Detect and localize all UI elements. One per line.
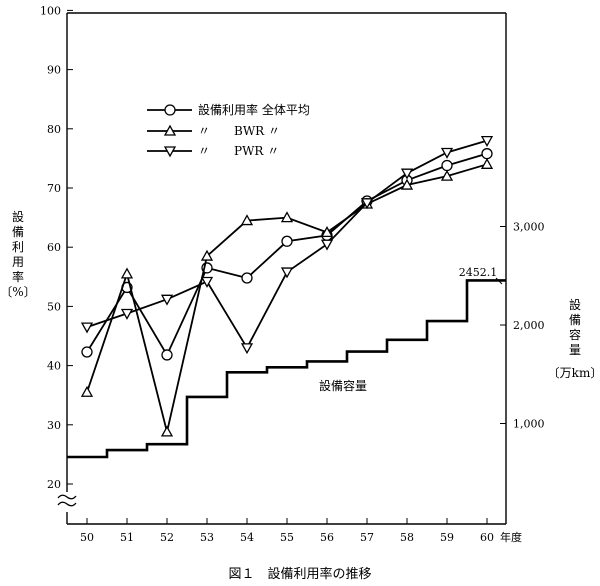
data-point bbox=[120, 267, 134, 279]
right-tick-label: 1,000 bbox=[513, 418, 545, 431]
right-axis-label-part: 量 bbox=[569, 343, 581, 357]
left-axis-label-part: 設 bbox=[12, 209, 24, 224]
left-axis-label: 設備利用率〔%〕 bbox=[0, 209, 35, 299]
left-tick-label: 100 bbox=[40, 4, 61, 17]
data-point bbox=[240, 343, 254, 355]
left-axis-label-part: 用 bbox=[12, 255, 24, 269]
capacity-annotation: 2452.1 bbox=[459, 266, 498, 279]
data-point bbox=[161, 349, 173, 361]
left-axis-label-part: 備 bbox=[12, 224, 24, 239]
x-tick-label: 59 bbox=[440, 531, 454, 544]
data-point bbox=[440, 169, 454, 181]
x-tick-label: 51 bbox=[120, 531, 134, 544]
legend-label: 〃 PWR 〃 bbox=[198, 144, 279, 158]
legend-label: 〃 BWR 〃 bbox=[198, 124, 280, 138]
data-point bbox=[481, 148, 493, 160]
left-axis-label-part: 利 bbox=[12, 240, 24, 254]
x-tick-label: 57 bbox=[360, 531, 374, 544]
data-point bbox=[81, 346, 93, 358]
capacity-annotation-pointer bbox=[495, 277, 503, 285]
right-axis-label-part: 備 bbox=[569, 312, 581, 327]
right-axis-ticks: 1,000 2,000 3,000 bbox=[500, 221, 545, 431]
left-tick-label: 20 bbox=[47, 478, 61, 491]
utilization-series bbox=[80, 135, 494, 437]
right-tick-label: 3,000 bbox=[513, 221, 545, 234]
legend-marker bbox=[164, 104, 176, 116]
data-point bbox=[320, 239, 334, 251]
right-axis-label: 設備容量〔万km〕 bbox=[548, 297, 600, 380]
data-point bbox=[400, 168, 414, 180]
data-point bbox=[120, 308, 134, 320]
left-tick-label: 80 bbox=[47, 123, 61, 136]
data-point bbox=[241, 272, 253, 284]
x-axis-suffix: 年度 bbox=[500, 530, 522, 544]
axis-break-mark bbox=[57, 501, 77, 507]
left-tick-label: 50 bbox=[47, 300, 61, 313]
data-point bbox=[240, 214, 254, 226]
x-tick-label: 60 bbox=[480, 531, 494, 544]
x-tick-label: 53 bbox=[200, 531, 214, 544]
right-axis-label-part: 容 bbox=[569, 327, 581, 342]
x-tick-label: 54 bbox=[240, 531, 254, 544]
left-axis-label-part: 率 bbox=[12, 269, 24, 284]
legend: 設備利用率 全体平均〃 BWR 〃〃 PWR 〃 bbox=[147, 102, 310, 158]
data-point bbox=[80, 322, 94, 334]
data-point bbox=[80, 385, 94, 397]
right-axis-label-part: 設 bbox=[569, 297, 581, 312]
right-tick-label: 2,000 bbox=[513, 319, 545, 332]
left-tick-label: 90 bbox=[47, 64, 61, 77]
x-tick-label: 58 bbox=[400, 531, 414, 544]
data-point bbox=[281, 235, 293, 247]
data-point bbox=[320, 226, 334, 238]
x-tick-label: 55 bbox=[280, 531, 294, 544]
left-tick-label: 70 bbox=[47, 182, 61, 195]
data-point bbox=[480, 157, 494, 169]
data-point bbox=[280, 267, 294, 279]
capacity-label: 設備容量 bbox=[319, 378, 367, 393]
axis-break-mark bbox=[57, 494, 77, 500]
x-tick-label: 56 bbox=[320, 531, 334, 544]
legend-marker bbox=[163, 124, 177, 136]
x-tick-label: 50 bbox=[80, 531, 94, 544]
data-point bbox=[200, 276, 214, 288]
data-point bbox=[160, 294, 174, 306]
left-tick-label: 40 bbox=[47, 360, 61, 373]
data-point bbox=[360, 198, 374, 210]
capacity-step-line bbox=[67, 279, 506, 459]
series-triangle-down bbox=[80, 135, 494, 355]
series-line bbox=[86, 163, 488, 433]
data-point bbox=[280, 211, 294, 223]
left-tick-label: 30 bbox=[47, 419, 61, 432]
left-tick-label: 60 bbox=[47, 241, 61, 254]
data-point bbox=[480, 135, 494, 147]
capacity-series: 設備容量 2452.1 bbox=[67, 266, 506, 459]
legend-marker bbox=[163, 146, 177, 158]
legend-label: 設備利用率 全体平均 bbox=[198, 102, 310, 117]
left-axis-ticks: 20 30 40 50 60 70 80 90 100 bbox=[40, 4, 73, 491]
data-point bbox=[400, 178, 414, 190]
data-point bbox=[441, 159, 453, 172]
data-point bbox=[160, 425, 174, 437]
chart-caption: 図１ 設備利用率の推移 bbox=[228, 566, 371, 582]
data-point bbox=[200, 249, 214, 261]
x-axis-ticks: 50 51 52 53 54 55 56 57 58 59 60 年度 bbox=[80, 518, 522, 544]
x-tick-label: 52 bbox=[160, 531, 174, 544]
data-point bbox=[440, 147, 454, 159]
series-triangle-up bbox=[80, 157, 494, 437]
left-axis-label-part: 〔%〕 bbox=[0, 285, 35, 299]
right-axis-label-part: 〔万km〕 bbox=[548, 366, 600, 380]
